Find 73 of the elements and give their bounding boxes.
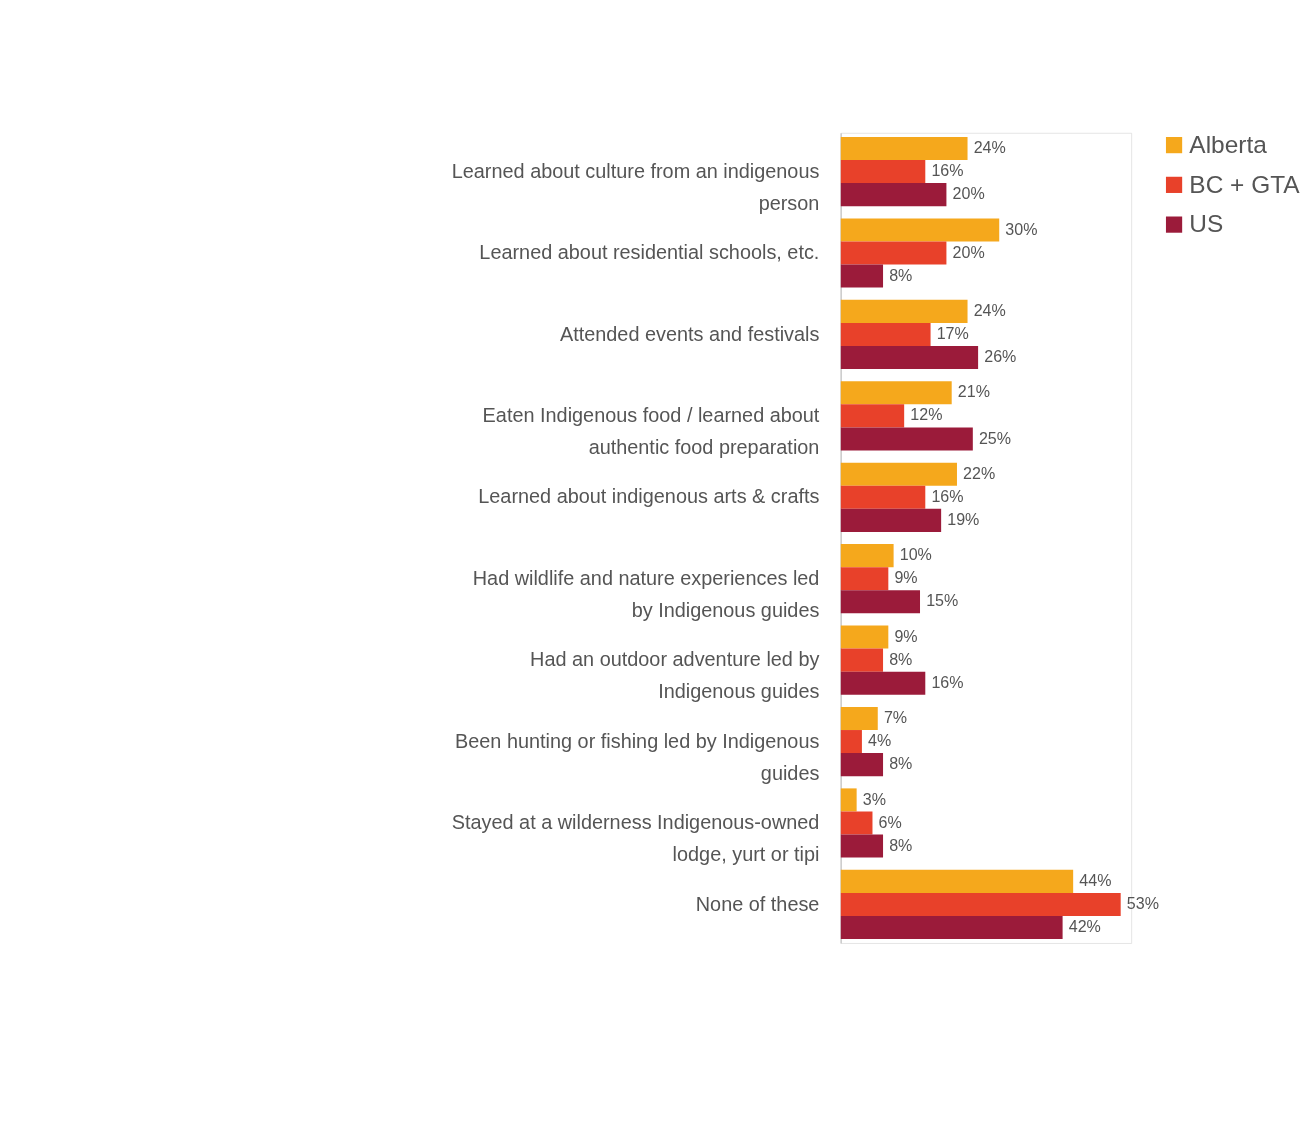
data-label: 42%	[1068, 917, 1101, 936]
y-tick-label: Learned about residential schools, etc.	[479, 241, 820, 264]
y-tick-label: Eaten Indigenous food / learned about authentic food preparation	[482, 403, 820, 459]
bar	[840, 788, 857, 812]
bar	[840, 590, 921, 614]
bar	[840, 544, 894, 568]
bar	[840, 241, 947, 265]
y-tick-label: Learned about culture from an indigenous person	[451, 159, 820, 214]
data-label: 21%	[957, 382, 990, 401]
bar	[840, 753, 884, 777]
data-label: 7%	[883, 708, 908, 727]
legend-label: BC + GTA	[1189, 170, 1301, 198]
data-label: 9%	[894, 626, 918, 645]
y-tick-label: Stayed at a wilderness Indigenous-owned lodge, yurt or tipi	[451, 811, 820, 866]
data-label: 26%	[984, 347, 1017, 366]
data-label: 53%	[1126, 894, 1159, 913]
data-label: 9%	[894, 568, 918, 587]
bar	[840, 869, 1074, 893]
y-tick-label: Attended events and festivals	[559, 322, 820, 345]
data-label: 17%	[936, 324, 969, 343]
legend-label: US	[1189, 210, 1224, 238]
data-label: 8%	[889, 754, 913, 773]
data-label: 10%	[899, 545, 932, 564]
bar	[840, 706, 878, 731]
bar	[840, 625, 889, 649]
y-tick-label: Been hunting or fishing led by Indigenous guides	[455, 729, 820, 784]
bar	[840, 892, 1121, 916]
data-label: 16%	[931, 672, 964, 691]
bar	[840, 485, 926, 509]
bar	[840, 345, 979, 370]
data-label: 19%	[947, 509, 980, 528]
bar	[840, 567, 889, 591]
data-label: 22%	[963, 463, 996, 482]
bar	[840, 322, 931, 346]
y-tick-label: None of these	[695, 892, 820, 915]
y-tick-label: Had an outdoor adventure led by Indigenous guides	[530, 648, 820, 703]
data-label: 20%	[952, 242, 985, 261]
data-label: 20%	[952, 184, 985, 203]
bar	[840, 811, 873, 835]
data-label: 44%	[1079, 870, 1112, 889]
data-label: 6%	[878, 812, 902, 831]
bar	[840, 427, 973, 451]
bar	[840, 462, 957, 486]
bar	[840, 160, 926, 184]
data-label: 30%	[1005, 219, 1038, 238]
data-label: 24%	[973, 138, 1006, 157]
data-label: 16%	[931, 486, 964, 505]
bar	[840, 915, 1063, 940]
data-label: 8%	[889, 835, 913, 854]
bar	[840, 671, 926, 695]
data-label: 12%	[910, 405, 943, 424]
bar	[840, 183, 947, 207]
bar	[840, 218, 1000, 242]
bar	[840, 648, 884, 672]
bar	[840, 136, 968, 161]
bar	[840, 299, 968, 323]
bar	[840, 381, 952, 405]
y-tick-label: Had wildlife and nature experiences led by Indigenous guides	[472, 566, 820, 621]
legend-label: Alberta	[1189, 130, 1268, 158]
bar	[840, 834, 884, 858]
data-label: 4%	[868, 731, 892, 750]
data-label: 8%	[889, 265, 913, 284]
data-label: 25%	[978, 428, 1012, 447]
y-tick-label: Learned about indigenous arts & crafts	[478, 485, 820, 508]
data-label: 15%	[926, 591, 959, 610]
data-label: 24%	[973, 300, 1006, 319]
bar	[840, 730, 862, 754]
data-label: 3%	[862, 789, 886, 808]
data-label: 16%	[931, 161, 964, 180]
data-label: 8%	[889, 649, 913, 668]
bar	[840, 508, 942, 532]
bar	[840, 404, 905, 428]
bar	[840, 264, 884, 288]
